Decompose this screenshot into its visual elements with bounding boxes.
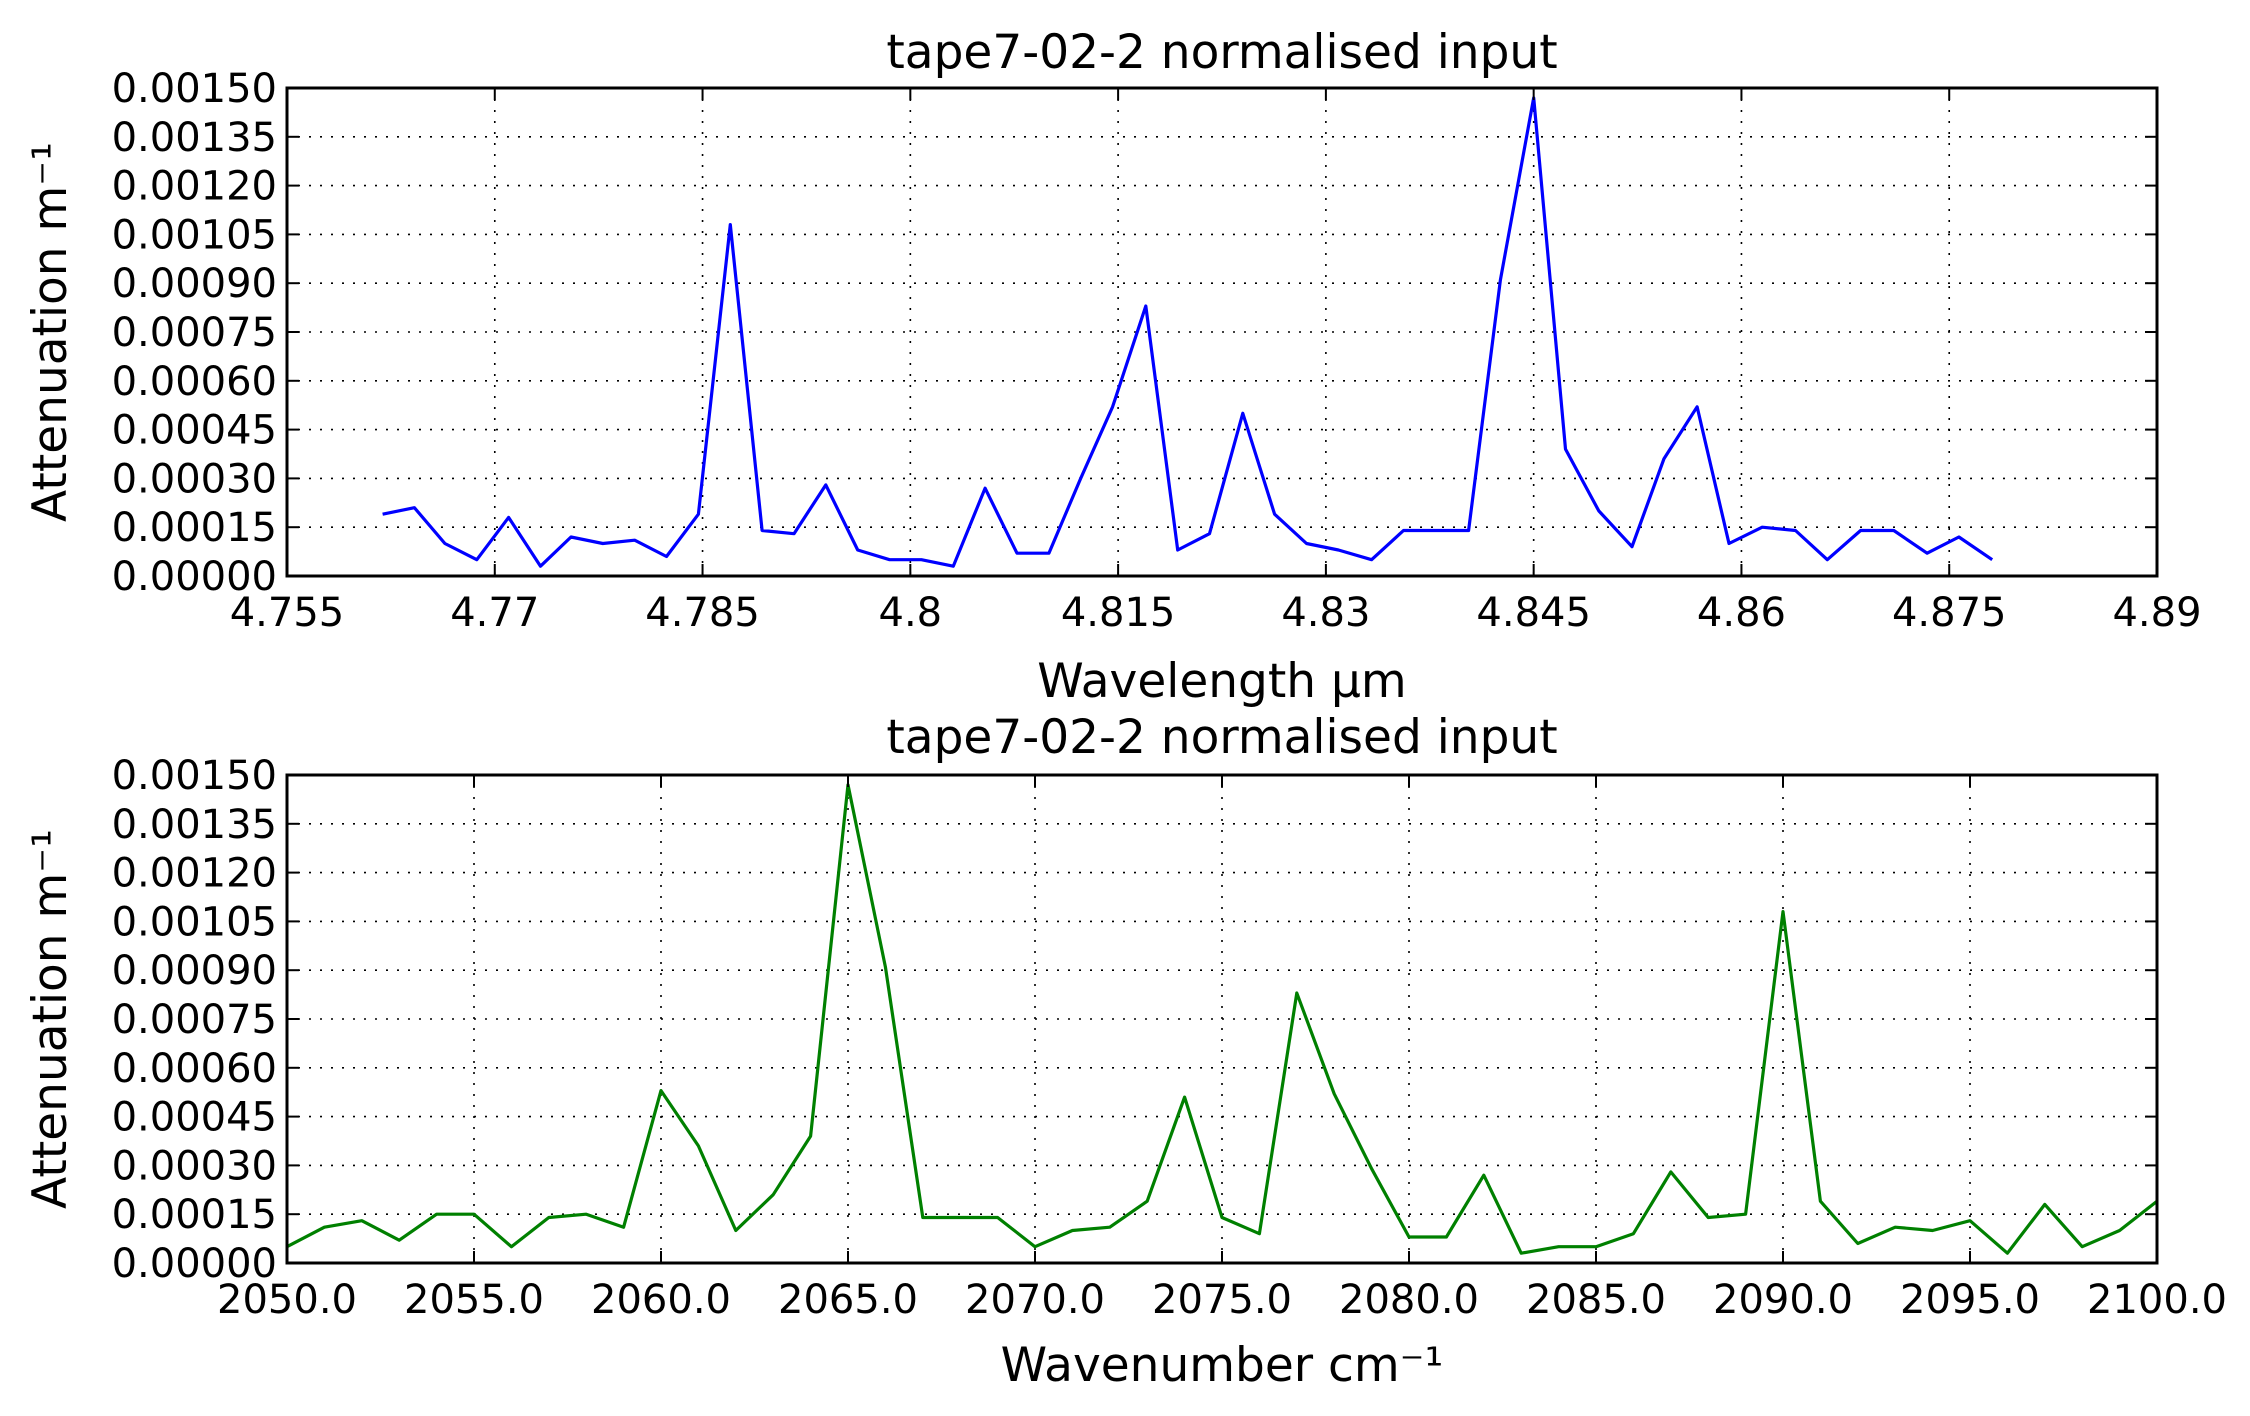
wavelength-y-tick-label: 0.00045 bbox=[112, 408, 277, 454]
wavenumber-x-tick-label: 2055.0 bbox=[404, 1277, 544, 1323]
wavenumber-x-tick-label: 2090.0 bbox=[1713, 1277, 1853, 1323]
wavelength-x-tick-label: 4.815 bbox=[1061, 590, 1176, 636]
wavenumber-x-tick-label: 2100.0 bbox=[2087, 1277, 2227, 1323]
wavelength-y-tick-label: 0.00120 bbox=[112, 164, 277, 210]
wavelength-series-line bbox=[382, 96, 1994, 568]
wavelength-x-ticks: 4.755 4.77 4.785 4.8 4.815 4.83 4.845 4.86 4.875… bbox=[230, 88, 2202, 636]
wavelength-y-axis-label: Attenuation m⁻¹ bbox=[23, 142, 78, 522]
wavelength-y-tick-label: 0.00075 bbox=[112, 310, 277, 356]
wavenumber-x-tick-label: 2065.0 bbox=[778, 1277, 918, 1323]
wavenumber-y-tick-label: 0.00120 bbox=[112, 851, 277, 897]
wavelength-x-tick-label: 4.83 bbox=[1281, 590, 1370, 636]
wavelength-x-axis-label: Wavelength μm bbox=[1037, 654, 1406, 709]
wavenumber-y-tick-label: 0.00045 bbox=[112, 1095, 277, 1141]
wavenumber-x-tick-label: 2080.0 bbox=[1339, 1277, 1479, 1323]
wavelength-y-tick-label: 0.00015 bbox=[112, 505, 277, 551]
wavenumber-y-tick-label: 0.00015 bbox=[112, 1192, 277, 1238]
wavenumber-x-tick-label: 2095.0 bbox=[1900, 1277, 2040, 1323]
wavenumber-y-tick-label: 0.00090 bbox=[112, 948, 277, 994]
wavenumber-y-tick-label: 0.00105 bbox=[112, 899, 277, 945]
wavenumber-series-line bbox=[286, 783, 2158, 1255]
wavenumber-panel: 0.000000.000150.000300.000450.000600.000… bbox=[23, 710, 2227, 1393]
wavenumber-x-tick-label: 2060.0 bbox=[591, 1277, 731, 1323]
wavelength-y-tick-label: 0.00135 bbox=[112, 115, 277, 161]
wavenumber-y-tick-label: 0.00030 bbox=[112, 1143, 277, 1189]
wavenumber-y-tick-label: 0.00075 bbox=[112, 997, 277, 1043]
wavelength-grid bbox=[287, 88, 2157, 576]
wavelength-y-tick-label: 0.00150 bbox=[112, 66, 277, 112]
wavelength-x-tick-label: 4.77 bbox=[450, 590, 539, 636]
wavenumber-x-tick-label: 2075.0 bbox=[1152, 1277, 1292, 1323]
wavenumber-y-tick-label: 0.00150 bbox=[112, 753, 277, 799]
wavelength-x-tick-label: 4.89 bbox=[2112, 590, 2201, 636]
wavelength-x-tick-label: 4.8 bbox=[879, 590, 943, 636]
wavenumber-y-tick-label: 0.00000 bbox=[112, 1241, 277, 1287]
wavenumber-chart-title: tape7-02-2 normalised input bbox=[886, 710, 1557, 765]
wavenumber-y-tick-label: 0.00060 bbox=[112, 1046, 277, 1092]
wavelength-x-tick-label: 4.785 bbox=[645, 590, 760, 636]
wavenumber-series bbox=[286, 783, 2158, 1255]
wavenumber-x-tick-label: 2050.0 bbox=[217, 1277, 357, 1323]
wavelength-y-tick-label: 0.00030 bbox=[112, 456, 277, 502]
wavelength-chart-title: tape7-02-2 normalised input bbox=[886, 25, 1557, 80]
wavenumber-x-tick-label: 2070.0 bbox=[965, 1277, 1105, 1323]
wavenumber-x-ticks: 2050.0 2055.0 2060.0 2065.0 2070.0 2075.0 2080… bbox=[217, 775, 2227, 1323]
wavelength-plot-frame bbox=[285, 86, 2159, 578]
wavelength-x-tick-label: 4.875 bbox=[1892, 590, 2007, 636]
wavenumber-plot-frame bbox=[285, 773, 2159, 1265]
wavelength-y-ticks: 0.000000.000150.000300.000450.000600.000… bbox=[112, 66, 2157, 600]
wavelength-x-tick-label: 4.755 bbox=[230, 590, 345, 636]
wavenumber-y-ticks: 0.000000.000150.000300.000450.000600.000… bbox=[112, 753, 2157, 1287]
wavelength-y-tick-label: 0.00000 bbox=[112, 554, 277, 600]
wavenumber-y-axis-label: Attenuation m⁻¹ bbox=[23, 829, 78, 1209]
wavenumber-x-tick-label: 2085.0 bbox=[1526, 1277, 1666, 1323]
wavelength-y-tick-label: 0.00060 bbox=[112, 359, 277, 405]
wavenumber-y-tick-label: 0.00135 bbox=[112, 802, 277, 848]
wavelength-y-tick-label: 0.00090 bbox=[112, 261, 277, 307]
wavelength-y-tick-label: 0.00105 bbox=[112, 212, 277, 258]
wavelength-x-tick-label: 4.845 bbox=[1476, 590, 1591, 636]
wavelength-series bbox=[382, 96, 1994, 568]
wavelength-panel: 0.000000.000150.000300.000450.000600.000… bbox=[23, 25, 2202, 709]
wavelength-x-tick-label: 4.86 bbox=[1697, 590, 1786, 636]
wavenumber-x-axis-label: Wavenumber cm⁻¹ bbox=[1001, 1338, 1444, 1393]
